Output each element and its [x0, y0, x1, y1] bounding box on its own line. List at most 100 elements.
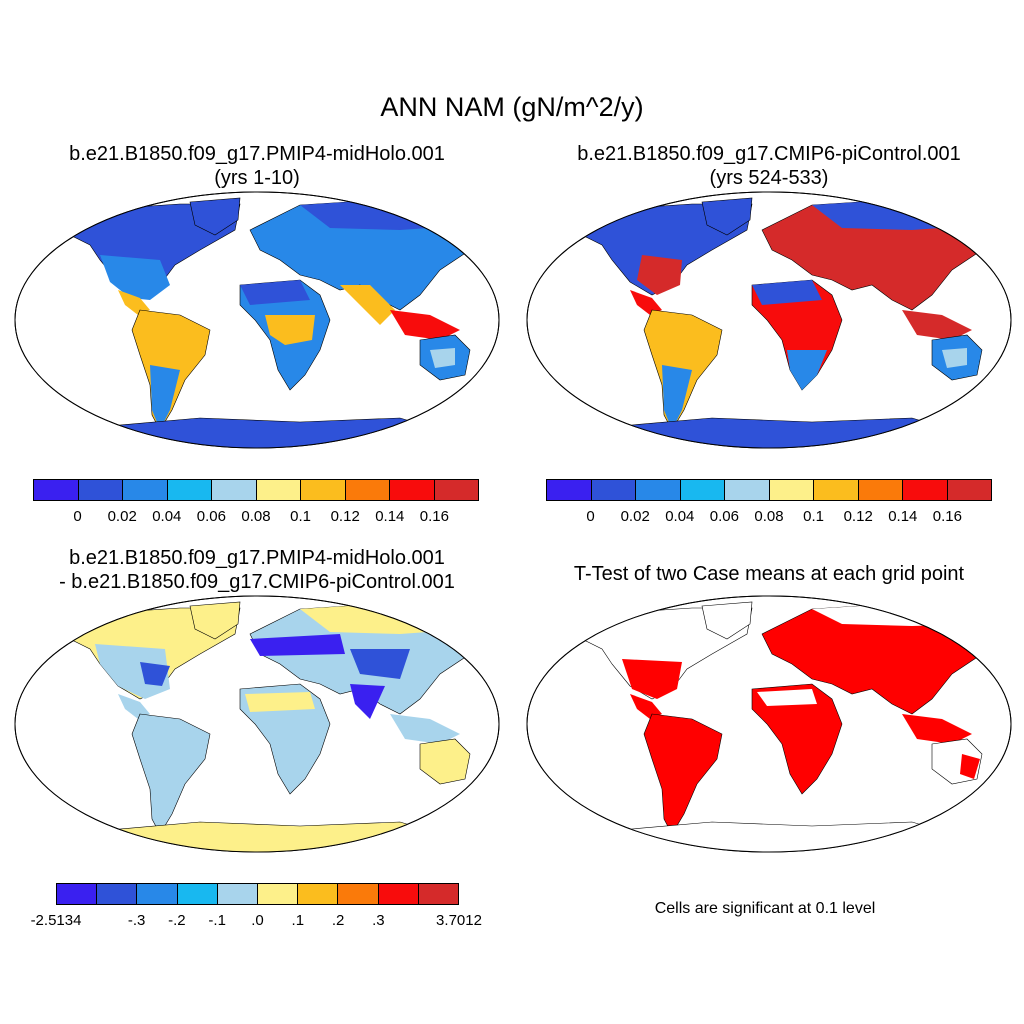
colorbar-top-right [546, 479, 992, 501]
antarctica-outline [601, 821, 973, 852]
europe-band [250, 634, 345, 656]
colorbar-label: .0 [251, 912, 264, 929]
sig-na [622, 659, 682, 699]
asia-band [350, 649, 410, 679]
colorbar-swatch [725, 480, 770, 500]
india [350, 684, 385, 719]
colorbar-swatch [814, 480, 859, 500]
australia [419, 738, 471, 785]
map-top-right [526, 191, 1012, 449]
colorbar-label: 0.04 [152, 508, 182, 525]
se-asia [902, 310, 972, 340]
colorbar-label: .2 [331, 912, 345, 929]
colorbar-label: .1 [291, 912, 305, 929]
antarctica [89, 821, 461, 852]
colorbar-swatch [345, 480, 390, 500]
antarctica [89, 417, 461, 448]
colorbar-swatch [418, 884, 459, 904]
panel-title-bottom-left: b.e21.B1850.f09_g17.PMIP4-midHolo.001 - … [10, 546, 504, 594]
panel-title-top-left: b.e21.B1850.f09_g17.PMIP4-midHolo.001 (y… [10, 142, 504, 190]
south-america-outline [643, 713, 723, 835]
africa-outline [751, 683, 843, 795]
colorbar-swatch [547, 480, 592, 500]
map-bottom-right [526, 595, 1012, 853]
colorbar-swatch [858, 480, 903, 500]
panel-title-line1: b.e21.B1850.f09_g17.CMIP6-piControl.001 [577, 143, 961, 165]
australia-interior [942, 348, 967, 368]
main-title: ANN NAM (gN/m^2/y) [380, 92, 644, 122]
central-america [118, 290, 150, 315]
colorbar-labels-top-right: 0 0.02 0.04 0.06 0.08 0.1 0.12 0.14 0.16 [546, 508, 992, 528]
colorbar-swatch [680, 480, 725, 500]
colorbar-label: 0.04 [665, 508, 695, 525]
colorbar-swatch [591, 480, 636, 500]
colorbar-swatch [97, 884, 138, 904]
significance-note: Cells are significant at 0.1 level [654, 900, 876, 917]
colorbar-swatch [123, 480, 168, 500]
north-america [59, 203, 241, 296]
colorbar-swatch [390, 480, 435, 500]
colorbar-swatch [217, 884, 259, 904]
panel-title-bottom-right: T-Test of two Case means at each grid po… [573, 563, 965, 585]
colorbar-label: .3 [372, 912, 385, 929]
panel-title-line2: (yrs 524-533) [709, 167, 829, 189]
colorbar-swatch [137, 884, 178, 904]
land-layer [571, 601, 1003, 852]
colorbar-label: -.1 [208, 912, 226, 929]
colorbar-labels-bottom-left: -2.5134 -.3 -.2 -.1 .0 .1 .2 .3 3.7012 [31, 912, 482, 932]
panel-title-line2: - b.e21.B1850.f09_g17.CMIP6-piControl.00… [59, 571, 455, 593]
central-america [630, 290, 662, 315]
panel-title-line1: b.e21.B1850.f09_g17.PMIP4-midHolo.001 [69, 143, 445, 165]
colorbar-swatch [177, 884, 218, 904]
colorbar-swatch [769, 480, 814, 500]
colorbar-label: 3.7012 [436, 912, 482, 929]
australia-interior [430, 348, 455, 368]
greenland [701, 197, 753, 236]
sahara [240, 280, 310, 305]
colorbar-swatch [378, 884, 419, 904]
colorbar-label: 0 [586, 508, 595, 525]
colorbar-swatch [301, 480, 346, 500]
colorbar-label: 0.12 [330, 508, 360, 525]
colorbar-swatch [57, 884, 98, 904]
colorbar-swatch [258, 884, 299, 904]
greenland-outline [701, 601, 753, 640]
africa [239, 683, 331, 795]
colorbar-top-left [33, 479, 479, 501]
colorbar-label: 0 [73, 508, 82, 525]
africa-south [787, 350, 827, 390]
colorbar-label: 0.1 [803, 508, 825, 525]
map-bottom-left [14, 595, 500, 853]
colorbar-label: 0.02 [620, 508, 650, 525]
colorbar-label: -.2 [168, 912, 186, 929]
panel-title-top-right: b.e21.B1850.f09_g17.CMIP6-piControl.001 … [522, 142, 1016, 190]
north-america-outline [571, 607, 753, 700]
panel-title-line1: b.e21.B1850.f09_g17.PMIP4-midHolo.001 [69, 547, 445, 569]
south-america [131, 713, 211, 835]
na-east [140, 662, 170, 686]
colorbar-swatch [167, 480, 212, 500]
colorbar-label: -.3 [127, 912, 146, 929]
colorbar-label: 0.02 [107, 508, 137, 525]
colorbar-swatch [298, 884, 339, 904]
colorbar-label: 0.14 [375, 508, 405, 525]
antarctica [601, 417, 973, 448]
sig-australia-east [960, 754, 980, 779]
colorbar-label: 0.16 [419, 508, 449, 525]
south-asia [340, 285, 395, 325]
colorbar-swatch [434, 480, 478, 500]
colorbar-label: 0.14 [888, 508, 918, 525]
na-south [100, 255, 170, 300]
sa-south [662, 365, 692, 430]
colorbar-bottom-left [56, 883, 459, 905]
panel-title-line2: (yrs 1-10) [214, 167, 300, 189]
colorbar-swatch [636, 480, 681, 500]
greenland [189, 601, 241, 640]
africa-tropics [265, 315, 315, 345]
central-america [118, 694, 150, 719]
colorbar-label: 0.08 [754, 508, 784, 525]
sig-se-asia [902, 714, 972, 744]
map-top-left [14, 191, 500, 449]
sahara-blank [757, 689, 817, 706]
colorbar-label: -2.5134 [30, 912, 82, 929]
